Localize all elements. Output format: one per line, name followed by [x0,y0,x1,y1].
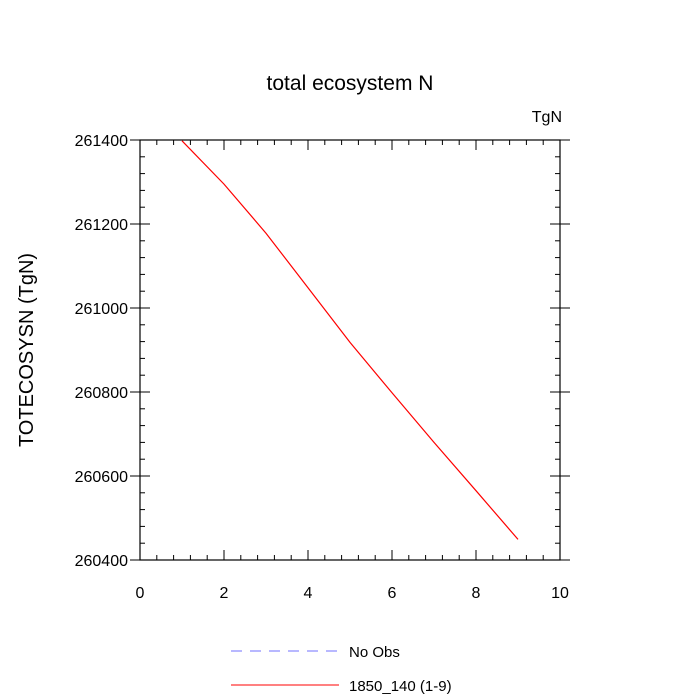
x-tick-label: 6 [388,585,397,602]
x-tick-label: 8 [472,585,481,602]
y-tick-label: 260600 [75,469,128,486]
legend: No Obs 1850_140 (1-9) [231,644,452,695]
x-tick-labels: 0 2 4 6 8 10 [136,585,569,602]
chart-title: total ecosystem N [267,72,434,95]
series-line-0 [181,140,519,540]
y-axis-label: TOTECOSYSN (TgN) [16,253,38,447]
y-tick-label: 261200 [75,217,128,234]
units-label: TgN [532,109,562,126]
x-tick-label: 0 [136,585,145,602]
x-tick-label: 4 [304,585,313,602]
y-tick-label: 260400 [75,553,128,570]
y-tick-labels: 260400 260600 260800 261000 261200 261400 [75,133,128,570]
axis-ticks [130,139,570,561]
x-tick-label: 10 [551,585,569,602]
x-tick-label: 2 [220,585,229,602]
y-tick-label: 261400 [75,133,128,150]
series-group [181,140,519,540]
legend-label-1850-140: 1850_140 (1-9) [349,678,452,695]
legend-label-no-obs: No Obs [349,644,400,661]
plot-frame [139,139,561,561]
y-tick-label: 261000 [75,301,128,318]
y-tick-label: 260800 [75,385,128,402]
